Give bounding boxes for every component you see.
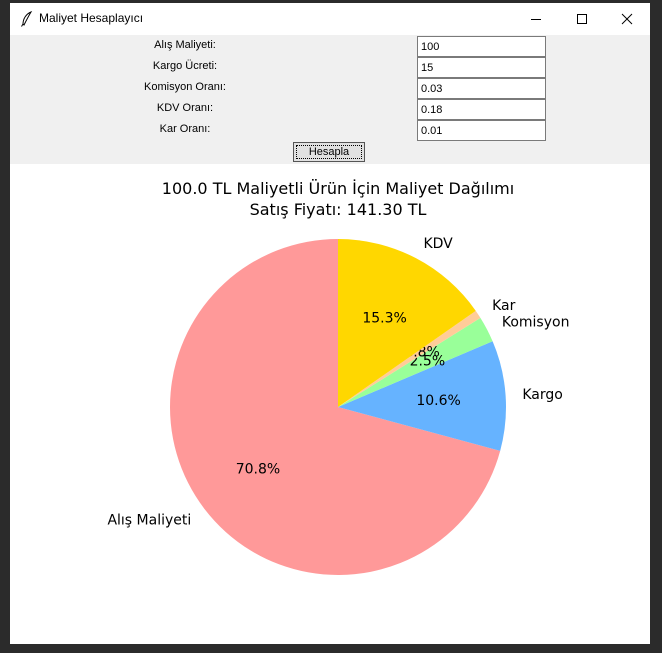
slice-label: Kar bbox=[492, 298, 516, 314]
maximize-button[interactable] bbox=[559, 3, 605, 35]
alis-maliyeti-input[interactable] bbox=[417, 36, 546, 57]
input-form: Alış Maliyeti: Kargo Ücreti: Komisyon Or… bbox=[10, 35, 650, 164]
slice-label: Komisyon bbox=[502, 315, 570, 331]
slice-percent-label: 2.5% bbox=[410, 353, 446, 369]
chart-area: 100.0 TL Maliyetli Ürün İçin Maliyet Dağ… bbox=[10, 164, 650, 644]
kargo-ucreti-input[interactable] bbox=[417, 57, 546, 78]
form-row-kargo: Kargo Ücreti: bbox=[10, 57, 650, 78]
kdv-orani-label: KDV Oranı: bbox=[156, 102, 214, 114]
form-row-alis: Alış Maliyeti: bbox=[10, 36, 650, 57]
close-button[interactable] bbox=[604, 3, 650, 35]
slice-percent-label: 15.3% bbox=[362, 311, 406, 327]
minimize-button[interactable] bbox=[513, 3, 559, 35]
kar-orani-input[interactable] bbox=[417, 120, 546, 141]
form-row-kdv: KDV Oranı: bbox=[10, 99, 650, 120]
pie-slice-kar bbox=[338, 310, 481, 407]
chart-title: 100.0 TL Maliyetli Ürün İçin Maliyet Dağ… bbox=[161, 179, 515, 198]
form-row-komisyon: Komisyon Oranı: bbox=[10, 78, 650, 99]
chart-subtitle: Satış Fiyatı: 141.30 TL bbox=[249, 200, 427, 219]
window-title: Maliyet Hesaplayıcı bbox=[39, 11, 144, 25]
slice-label: KDV bbox=[423, 236, 453, 252]
minimize-icon bbox=[531, 19, 541, 20]
slice-label: Kargo bbox=[522, 387, 562, 403]
close-icon bbox=[621, 13, 633, 25]
komisyon-orani-input[interactable] bbox=[417, 78, 546, 99]
title-bar[interactable]: Maliyet Hesaplayıcı bbox=[10, 3, 650, 35]
komisyon-orani-label: Komisyon Oranı: bbox=[144, 81, 226, 93]
maximize-icon bbox=[577, 14, 587, 24]
kar-orani-label: Kar Oranı: bbox=[159, 123, 211, 135]
slice-percent-label: 10.6% bbox=[416, 393, 460, 409]
hesapla-button[interactable]: Hesapla bbox=[293, 142, 365, 162]
slice-percent-label: 70.8% bbox=[236, 461, 280, 477]
app-window: Maliyet Hesaplayıcı Alış Maliyeti: Kargo… bbox=[10, 3, 650, 644]
slice-label: Alış Maliyeti bbox=[107, 512, 191, 528]
form-row-kar: Kar Oranı: bbox=[10, 120, 650, 141]
pie-slice-kargo bbox=[338, 341, 506, 451]
feather-icon bbox=[21, 11, 33, 27]
alis-maliyeti-label: Alış Maliyeti: bbox=[154, 39, 216, 51]
pie-slice-kdv bbox=[338, 239, 476, 407]
kdv-orani-input[interactable] bbox=[417, 99, 546, 120]
pie-slice-alış-maliyeti bbox=[169, 239, 501, 575]
pie-slice-komisyon bbox=[338, 317, 493, 407]
pie-chart: Alış Maliyeti 70.8% Kargo 10.6% Komisyon 2.5%… bbox=[107, 236, 570, 575]
kargo-ucreti-label: Kargo Ücreti: bbox=[152, 60, 218, 72]
